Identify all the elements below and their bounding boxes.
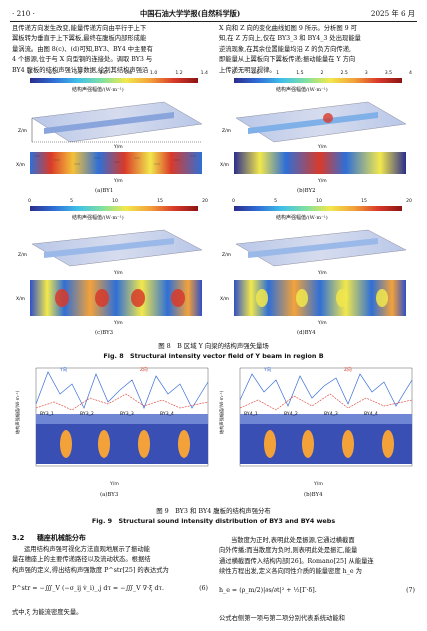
section-title: 穗座机械能分布	[36, 534, 86, 542]
fig9-label-by3-2: BY3_2	[80, 412, 94, 417]
svg-text:X/m: X/m	[16, 162, 25, 168]
svg-text:Y/m: Y/m	[317, 270, 327, 276]
fig9-legend-z-left: Z向	[140, 368, 148, 373]
svg-text:Z/m: Z/m	[222, 128, 231, 134]
svg-text:结构声强幅值/(W·m⁻¹): 结构声强幅值/(W·m⁻¹)	[14, 390, 21, 434]
svg-text:Y/m: Y/m	[317, 320, 327, 326]
svg-text:Y/m: Y/m	[113, 144, 123, 150]
svg-text:Y/m: Y/m	[113, 270, 123, 276]
svg-text:Y/m: Y/m	[317, 144, 327, 150]
bottom-left-after: 式中,ξ 为能流密度矢量。	[12, 609, 83, 616]
svg-text:X/m: X/m	[220, 162, 229, 168]
fig8-caption-en: Fig. 8 Structural intensity vector field…	[103, 352, 324, 360]
fig9-xlabel-left: Y/m	[110, 482, 119, 487]
fig9-by3-figure: 结构声强幅值/(W·m⁻¹)	[14, 367, 209, 467]
fig9-legend-z-right: Z向	[344, 368, 352, 373]
issue-date: 2025 年 6 月	[370, 9, 415, 18]
section-number: 3.2	[12, 534, 25, 542]
equation-7-body: h_e = (ρ_m/2)|∂s/∂t|² + ½[Γ·δ].	[219, 587, 317, 594]
equation-6-number: (6)	[199, 585, 208, 592]
page-number: · 210 ·	[12, 9, 35, 18]
colorbar-by2-ticks: 0 0.5 1 1.5 2 2.5 3 3.5 4	[232, 71, 412, 76]
svg-text:X/m: X/m	[16, 296, 25, 302]
beam-by3-figure: Z/m Y/m X/m Y/m	[16, 229, 203, 326]
header-rule	[10, 21, 417, 22]
fig9-legend-y-right: Y向	[264, 368, 272, 373]
fig8-caption-cn: 图 8 B 区域 Y 向梁的结构声强矢量场	[158, 342, 269, 350]
colorbar-by1-ticks: 0 0.2 0.4 0.6 0.8 1.0 1.2 1.4	[28, 71, 208, 76]
fig9-label-by4-3: BY4_3	[324, 412, 338, 417]
beam-by2-figure: Z/m Y/m X/m Y/m	[220, 101, 407, 184]
equation-6: P^str = −∭_V (−σ_ij v̇_i)_,j dτ = −∭_V ∇…	[12, 584, 208, 594]
svg-text:Y/m: Y/m	[113, 320, 123, 326]
colorbar-by1: 结构声强幅值/(W·m⁻¹)	[22, 78, 212, 94]
fig9-xlabel-right: Y/m	[314, 482, 323, 487]
journal-title: 中国石油大学学报(自然科学版)	[140, 9, 241, 18]
equation-7-number: (7)	[406, 587, 415, 594]
svg-text:Z/m: Z/m	[18, 128, 27, 134]
fig9-label-by3-1: BY3_1	[40, 412, 54, 417]
beam-by1-figure: Z/m Y/m X/m Y/m	[16, 101, 203, 184]
fig9-caption-en: Fig. 9 Structural sound intensity distri…	[91, 517, 336, 525]
colorbar-by3: 结构声强幅值/(W·m⁻¹)	[22, 206, 212, 222]
fig9-label-by3-4: BY3_4	[160, 412, 174, 417]
equation-6-body: P^str = −∭_V (−σ_ij v̇_i)_,j dτ = −∭_V ∇…	[12, 585, 165, 592]
fig8-subcaption-c: (c)BY3	[95, 330, 114, 336]
fig9-caption-cn: 图 9 BY3 和 BY4 腹板的结构声强分布	[156, 507, 271, 515]
svg-text:Z/m: Z/m	[222, 252, 231, 258]
fig8-subcaption-b: (b)BY2	[297, 188, 316, 194]
fig8-subcaption-a: (a)BY1	[95, 188, 114, 194]
section-heading: 3.2 穗座机械能分布	[12, 533, 86, 543]
fig9-by4-figure: 结构声强幅值/(W·m⁻¹)	[218, 367, 413, 467]
fig9-label-by4-4: BY4_4	[364, 412, 378, 417]
svg-text:X/m: X/m	[220, 296, 229, 302]
top-left-paragraph: 且传递方向发生改变,能量传递方向由平行于上下 翼板转为垂直于上下翼板,最终在腹板内…	[12, 25, 153, 74]
fig9-legend-y-left: Y向	[60, 368, 68, 373]
bottom-right-paragraph: 当散度为正时,表明此处是振源,它通过横截面 向外传播;而当散度为负时,则表明此处是…	[219, 537, 374, 576]
colorbar-by4-ticks: 0 5 10 15 20	[232, 199, 412, 204]
fig9-subcaption-a: (a)BY3	[100, 492, 119, 498]
page-header: · 210 · 中国石油大学学报(自然科学版) 2025 年 6 月	[0, 0, 427, 22]
top-right-paragraph: X 向和 Z 向的变化曲线如图 9 所示。分析图 9 可知,在 Z 方向上,仅在…	[219, 25, 361, 74]
fig8-subcaption-d: (d)BY4	[297, 330, 316, 336]
equation-7: h_e = (ρ_m/2)|∂s/∂t|² + ½[Γ·δ]. (7)	[219, 586, 415, 596]
svg-text:Y/m: Y/m	[317, 178, 327, 184]
fig9-subcaption-b: (b)BY4	[304, 492, 323, 498]
bottom-left-paragraph: 运用结构声强可视化方法直观地展示了振动能 量在穗座上的主要传递路径以及流动状态。根…	[12, 546, 169, 574]
colorbar-by2: 结构声强幅值/(W·m⁻¹)	[226, 78, 416, 94]
svg-text:结构声强幅值/(W·m⁻¹): 结构声强幅值/(W·m⁻¹)	[218, 390, 225, 434]
fig9-label-by4-2: BY4_2	[284, 412, 298, 417]
bottom-right-after: 公式右侧第一项与第二项分别代表系统动能和	[219, 615, 345, 622]
svg-text:Z/m: Z/m	[18, 252, 27, 258]
svg-text:Y/m: Y/m	[113, 178, 123, 184]
fig9-label-by3-3: BY3_3	[120, 412, 134, 417]
beam-by4-figure: Z/m Y/m X/m Y/m	[220, 229, 407, 326]
fig9-label-by4-1: BY4_1	[244, 412, 258, 417]
colorbar-by3-ticks: 0 5 10 15 20	[28, 199, 208, 204]
colorbar-by4: 结构声强幅值/(W·m⁻¹)	[226, 206, 416, 222]
